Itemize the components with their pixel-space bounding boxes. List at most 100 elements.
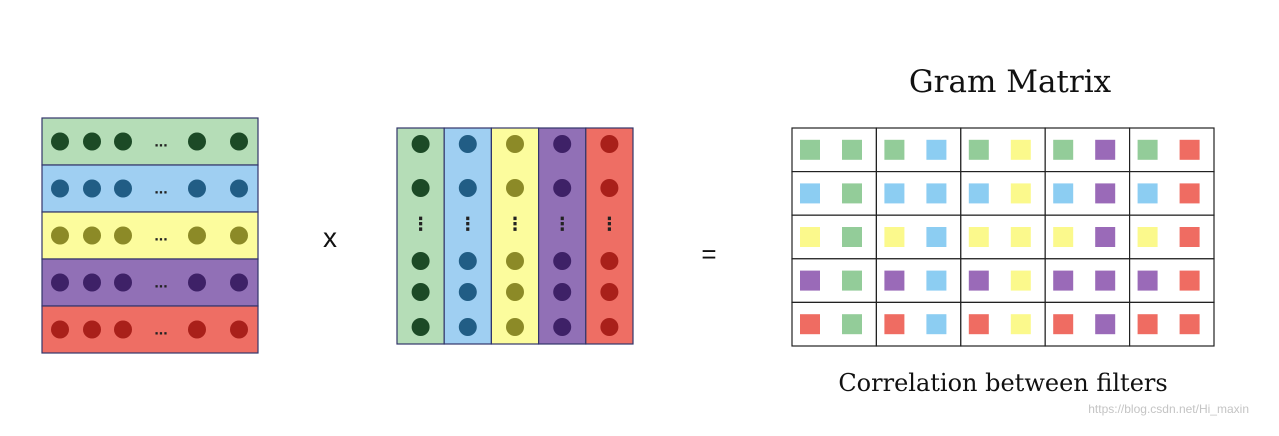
gram-square-green: [842, 227, 862, 247]
feature-column-red: [585, 127, 634, 345]
gram-matrix-title: Gram Matrix: [909, 64, 1112, 100]
gram-square-yellow: [800, 227, 820, 247]
feature-dot: [188, 273, 206, 292]
gram-square-red: [1179, 314, 1200, 335]
column-ellipsis: ⋮: [553, 214, 571, 234]
gram-cell: [791, 171, 878, 216]
gram-square-purple: [1053, 270, 1074, 291]
feature-dot: [411, 318, 430, 336]
feature-dot: [553, 179, 572, 197]
feature-dot: [51, 320, 69, 339]
gram-square-purple: [968, 270, 989, 291]
gram-square-green: [1137, 139, 1158, 160]
gram-square-red: [968, 314, 989, 335]
gram-square-yellow: [1010, 227, 1031, 247]
feature-dot: [83, 273, 101, 292]
feature-dot: [230, 320, 248, 339]
gram-matrix-caption: Correlation between filters: [838, 369, 1167, 397]
gram-square-blue: [926, 227, 947, 247]
multiply-operator: x: [323, 222, 337, 253]
gram-square-red: [1179, 139, 1200, 160]
feature-dot: [188, 179, 206, 198]
gram-square-purple: [800, 270, 820, 291]
gram-square-blue: [968, 183, 989, 204]
feature-dot: [51, 132, 69, 151]
feature-dot: [458, 179, 477, 197]
feature-dot: [114, 179, 132, 198]
gram-square-red: [1179, 227, 1200, 247]
gram-matrix-grid: [791, 127, 1215, 347]
feature-dot: [230, 273, 248, 292]
feature-dot: [458, 252, 477, 270]
feature-dot: [51, 273, 69, 292]
gram-square-blue: [926, 270, 947, 291]
row-ellipsis: ...: [154, 322, 167, 339]
gram-square-green: [968, 139, 989, 160]
gram-square-yellow: [1053, 227, 1074, 247]
gram-square-purple: [884, 270, 905, 291]
feature-column-green: [396, 127, 445, 345]
feature-dot: [506, 179, 524, 197]
feature-dot: [51, 226, 69, 245]
feature-dot: [188, 226, 206, 245]
feature-dot: [114, 226, 132, 245]
feature-dot: [83, 226, 101, 245]
gram-square-yellow: [884, 227, 905, 247]
feature-dot: [230, 226, 248, 245]
feature-dot: [553, 252, 572, 270]
feature-dot: [600, 318, 619, 336]
feature-dot: [114, 132, 132, 151]
gram-square-green: [842, 270, 862, 291]
feature-column-yellow: [490, 127, 540, 345]
row-ellipsis: ...: [154, 181, 167, 198]
gram-square-purple: [1095, 139, 1116, 160]
feature-dot: [188, 132, 206, 151]
gram-square-green: [1053, 139, 1074, 160]
gram-square-purple: [1095, 227, 1116, 247]
feature-dot: [600, 252, 619, 270]
feature-dot: [188, 320, 206, 339]
feature-dot: [411, 179, 430, 197]
feature-dot: [411, 135, 430, 153]
gram-square-yellow: [1137, 227, 1158, 247]
column-ellipsis: ⋮: [459, 214, 477, 234]
gram-square-yellow: [1010, 139, 1031, 160]
gram-square-red: [1053, 314, 1074, 335]
feature-row-green: [41, 117, 259, 166]
gram-square-blue: [926, 139, 947, 160]
feature-row-purple: [41, 258, 259, 307]
gram-square-blue: [800, 183, 820, 204]
feature-dot: [506, 252, 524, 270]
row-ellipsis: ...: [154, 228, 167, 245]
feature-dot: [553, 135, 572, 153]
feature-dot: [458, 318, 477, 336]
feature-dot: [83, 179, 101, 198]
feature-dot: [114, 273, 132, 292]
gram-square-purple: [1095, 183, 1116, 204]
gram-square-purple: [1137, 270, 1158, 291]
feature-row-blue: [41, 164, 259, 213]
feature-dot: [411, 252, 430, 270]
row-ellipsis: ...: [154, 275, 167, 292]
feature-dot: [553, 318, 572, 336]
gram-square-blue: [1137, 183, 1158, 204]
feature-dot: [553, 283, 572, 301]
column-ellipsis: ⋮: [506, 214, 524, 234]
feature-dot: [600, 283, 619, 301]
gram-square-red: [800, 314, 820, 335]
column-ellipsis: ⋮: [412, 214, 430, 234]
feature-dot: [230, 179, 248, 198]
watermark-url: https://blog.csdn.net/Hi_maxin: [1088, 402, 1249, 416]
gram-square-yellow: [1010, 183, 1031, 204]
feature-column-blue: [443, 127, 493, 345]
feature-dot: [230, 132, 248, 151]
feature-dot: [600, 135, 619, 153]
gram-square-green: [842, 139, 862, 160]
feature-dot: [83, 132, 101, 151]
feature-dot: [506, 135, 524, 153]
feature-dot: [506, 283, 524, 301]
gram-square-green: [800, 139, 820, 160]
gram-square-green: [884, 139, 905, 160]
gram-square-yellow: [968, 227, 989, 247]
row-ellipsis: ...: [154, 134, 167, 151]
